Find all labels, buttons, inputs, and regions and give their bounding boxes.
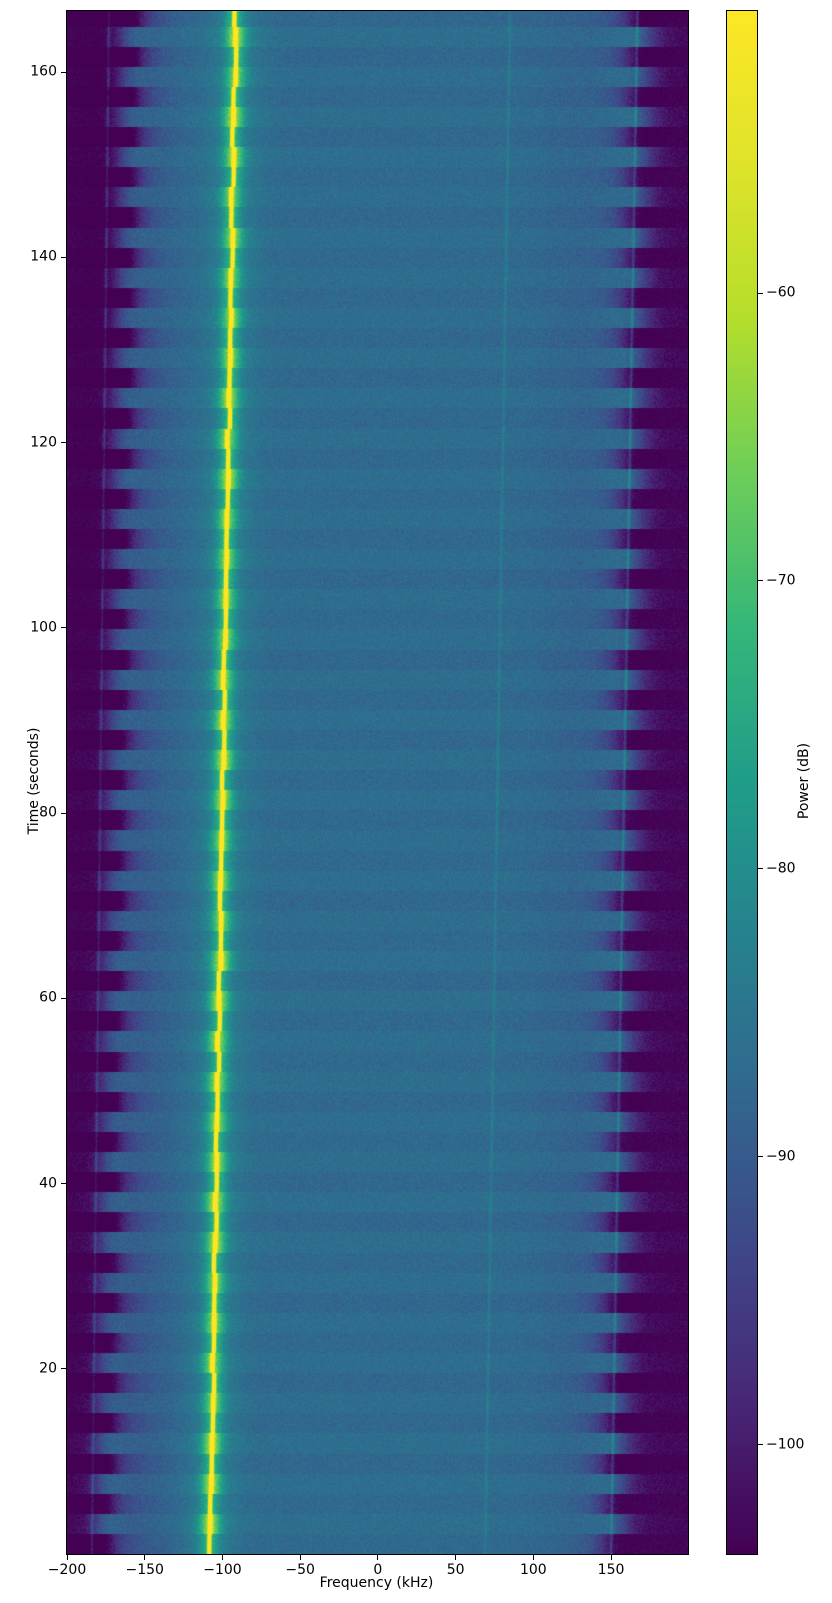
x-tick-label: −150 [125,1562,164,1578]
x-tick-label: 100 [519,1562,547,1578]
colorbar-tick-label: −80 [766,860,796,877]
y-tick-label: 80 [39,804,57,821]
x-tick-label: −50 [285,1562,315,1578]
colorbar-tick-label: −60 [766,284,796,301]
x-tick-label: 50 [446,1562,465,1578]
colorbar-tick-label: −100 [766,1436,805,1453]
y-tick-mark [61,256,66,258]
spectrogram-plot [66,10,689,1555]
y-tick-label: 100 [30,619,57,636]
x-tick-mark [144,1555,146,1560]
y-tick-label: 160 [30,63,57,80]
x-tick-label: 150 [597,1562,625,1578]
colorbar-tick-mark [758,292,763,294]
x-tick-label: −100 [203,1562,242,1578]
colorbar-gradient-canvas [727,11,757,1554]
x-tick-mark [66,1555,68,1560]
y-tick-mark [61,812,66,814]
colorbar-tick-label: −90 [766,1148,796,1165]
x-tick-mark [299,1555,301,1560]
x-tick-label: 0 [373,1562,383,1578]
x-tick-mark [455,1555,457,1560]
x-tick-mark [377,1555,379,1560]
y-tick-mark [61,442,66,444]
spectrogram-canvas [67,11,688,1554]
x-axis-label: Frequency (kHz) [319,1575,434,1591]
x-tick-mark [532,1555,534,1560]
y-tick-mark [61,997,66,999]
colorbar-tick-mark [758,580,763,582]
y-tick-label: 60 [39,989,57,1006]
x-tick-label: −200 [47,1562,87,1578]
y-tick-mark [61,71,66,73]
x-tick-mark [221,1555,223,1560]
y-tick-mark [61,627,66,629]
y-tick-label: 20 [39,1360,57,1377]
colorbar-tick-label: −70 [766,572,796,589]
colorbar-tick-mark [758,1156,763,1158]
y-tick-label: 140 [30,248,57,265]
y-tick-mark [61,1368,66,1370]
y-tick-label: 120 [30,434,57,451]
y-tick-label: 40 [39,1175,57,1192]
colorbar-tick-mark [758,1444,763,1446]
colorbar [726,10,758,1555]
x-tick-mark [610,1555,612,1560]
colorbar-label: Power (dB) [796,742,812,820]
y-tick-mark [61,1183,66,1185]
colorbar-tick-mark [758,868,763,870]
